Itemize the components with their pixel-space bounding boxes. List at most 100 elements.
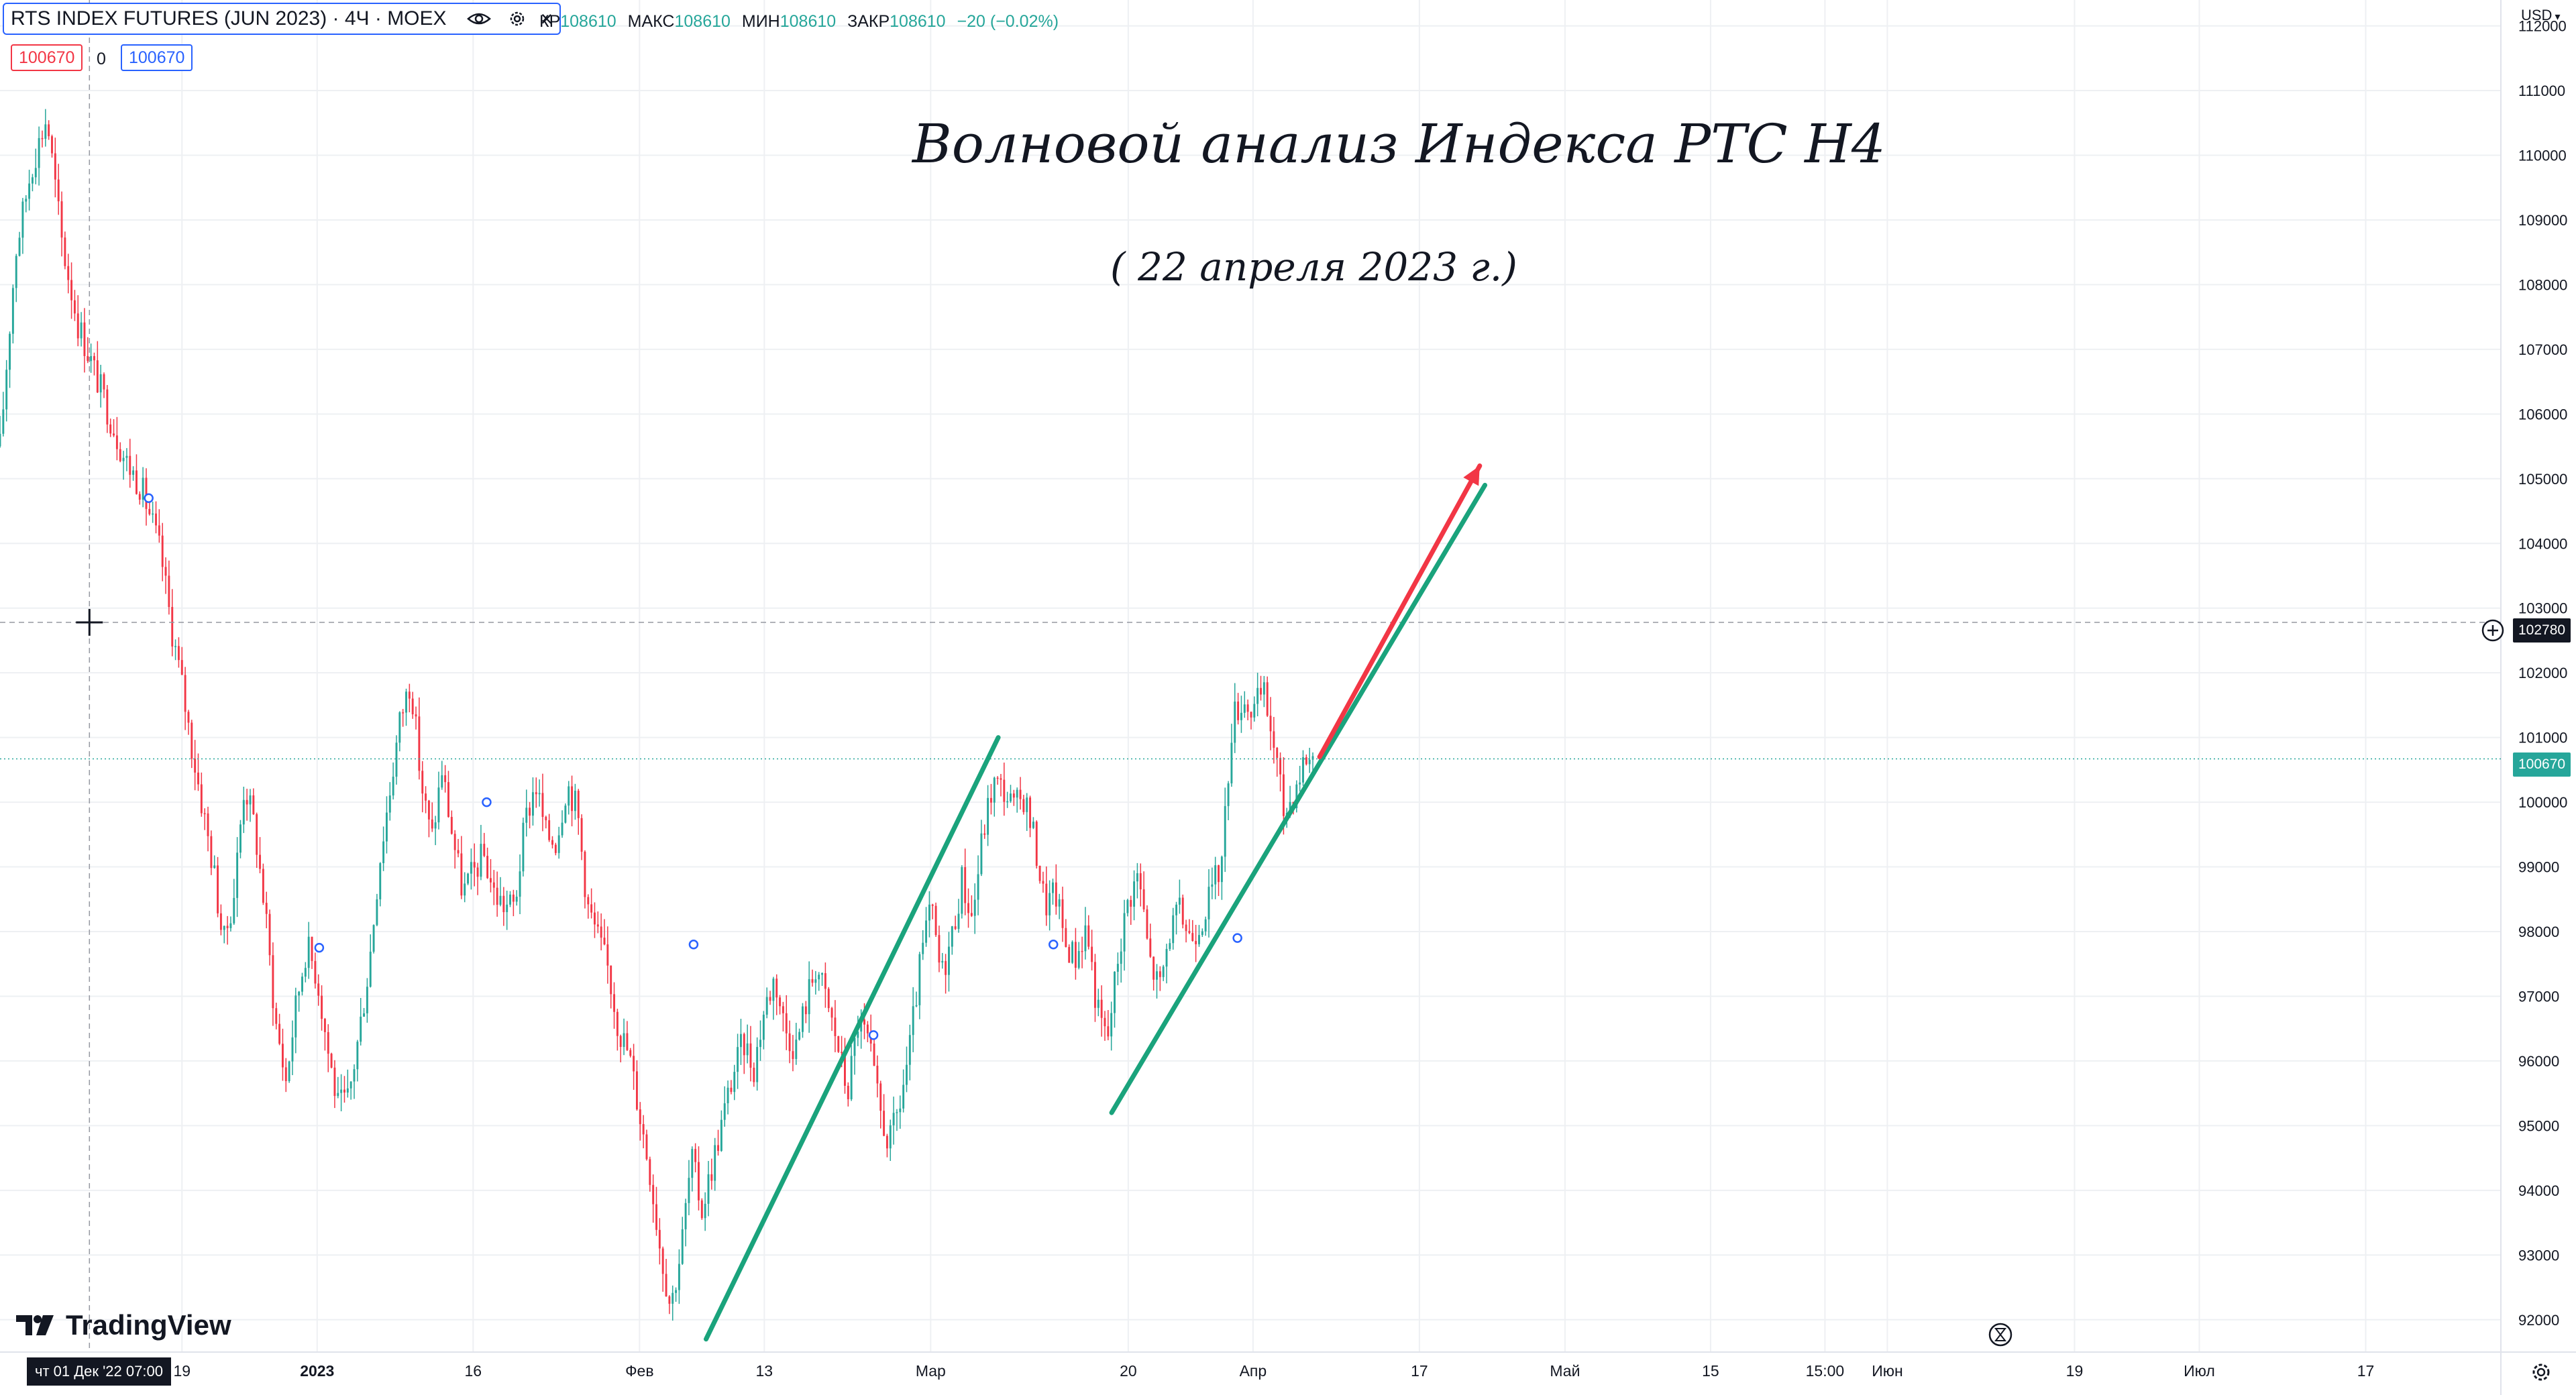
candle-down (64, 237, 66, 266)
candle-down (512, 894, 515, 902)
crosshair-price-label: 102780 (2513, 618, 2571, 643)
candle-down (616, 1011, 619, 1036)
event-marker[interactable] (688, 940, 699, 950)
eye-icon[interactable] (466, 11, 491, 27)
ohlc-value: 108610 (674, 12, 731, 31)
candle-up (337, 1093, 339, 1097)
candle-up (906, 1064, 908, 1085)
candle-down (67, 266, 70, 280)
candle-down (1094, 962, 1096, 1008)
candle-down (1035, 822, 1038, 866)
candle-down (769, 997, 771, 1001)
candle-up (922, 942, 924, 954)
candle-down (1282, 774, 1285, 816)
ohlc-value: 108610 (560, 12, 616, 31)
close-icon[interactable]: × (540, 7, 553, 31)
add-alert-icon[interactable] (2481, 618, 2505, 643)
event-marker[interactable] (1232, 933, 1242, 943)
trend-channel-line[interactable] (1109, 482, 1488, 1115)
sell-button[interactable]: 100670 (11, 44, 83, 71)
candle-up (506, 904, 508, 913)
time-axis-tick-label: Фев (625, 1362, 654, 1380)
buy-button[interactable]: 100670 (121, 44, 193, 71)
candle-down (210, 836, 213, 869)
candle-down (217, 865, 219, 913)
candle-down (421, 771, 424, 794)
candle-down (743, 1034, 745, 1056)
candle-up (1084, 925, 1087, 952)
price-axis-tick-label: 111000 (2518, 82, 2565, 99)
event-marker[interactable] (314, 942, 325, 953)
candle-up (1077, 950, 1080, 968)
candle-up (762, 1014, 765, 1040)
candle-down (698, 1162, 700, 1201)
candle-down (180, 660, 183, 675)
candle-down (1012, 793, 1015, 798)
timer-icon[interactable] (1987, 1321, 2014, 1348)
time-axis-tick-label: Июн (1872, 1362, 1902, 1380)
candle-down (626, 1033, 629, 1050)
time-axis-tick-label: 17 (1411, 1362, 1428, 1380)
candle-down (1107, 1026, 1110, 1037)
candle-down (613, 994, 615, 1012)
currency-selector[interactable]: USD ▾ (2521, 7, 2560, 24)
candle-down (700, 1200, 703, 1219)
candle-down (1055, 882, 1057, 907)
candle-down (883, 1111, 885, 1136)
candle-down (48, 124, 50, 137)
candle-down (580, 818, 583, 852)
candle-down (841, 1052, 843, 1053)
candle-up (34, 168, 37, 178)
candle-down (545, 817, 547, 821)
time-axis-tick-label: 15 (1702, 1362, 1719, 1380)
candle-down (431, 819, 433, 829)
candle-down (311, 936, 313, 961)
symbol-legend[interactable]: RTS INDEX FUTURES (JUN 2023) · 4Ч · MOEX… (3, 3, 561, 35)
candle-up (857, 1031, 859, 1038)
candle-up (915, 1005, 918, 1007)
candle-down (284, 1067, 287, 1081)
candle-down (571, 786, 574, 812)
event-marker[interactable] (868, 1030, 879, 1040)
candle-down (460, 853, 463, 896)
event-marker[interactable] (144, 493, 154, 503)
candle-up (1133, 881, 1136, 907)
candle-up (756, 1047, 759, 1082)
chart-subtitle: ( 22 апреля 2023 г.) (1110, 244, 1517, 290)
candle-up (1214, 865, 1217, 885)
candle-down (1276, 748, 1279, 759)
candle-down (427, 800, 430, 820)
candle-down (135, 470, 138, 494)
candle-down (1279, 758, 1282, 775)
candle-up (1227, 783, 1230, 806)
event-marker[interactable] (1049, 940, 1059, 950)
symbol-title[interactable]: RTS INDEX FUTURES (JUN 2023) · 4Ч · MOEX (11, 7, 447, 30)
candle-up (733, 1072, 736, 1093)
price-axis-tick-label: 112000 (2518, 18, 2567, 35)
tradingview-logo[interactable]: TradingView (16, 1309, 231, 1341)
candle-up (1211, 884, 1214, 887)
candle-down (278, 1023, 281, 1044)
settings-gear-icon[interactable] (2529, 1360, 2553, 1384)
candle-up (223, 926, 225, 930)
candle-down (606, 944, 609, 966)
price-axis-tick-label: 97000 (2518, 988, 2559, 1005)
candle-down (804, 1006, 807, 1015)
candle-up (519, 871, 521, 897)
candle-up (99, 374, 102, 393)
event-marker[interactable] (482, 797, 492, 807)
candle-down (847, 1085, 849, 1099)
forecast-arrow-line[interactable] (1317, 463, 1483, 760)
candle-down (639, 1109, 641, 1125)
gear-icon[interactable] (507, 9, 527, 29)
trend-channel-line[interactable] (704, 735, 1001, 1342)
ohlc-readout: КР108610 МАКС108610 МИН108610 ЗАКР108610… (539, 12, 1065, 32)
candle-up (1302, 757, 1304, 783)
candle-up (395, 742, 398, 777)
candle-down (473, 862, 476, 868)
candle-up (1058, 899, 1061, 907)
candle-down (879, 1083, 882, 1111)
candle-up (392, 777, 394, 796)
candle-up (1224, 805, 1226, 857)
